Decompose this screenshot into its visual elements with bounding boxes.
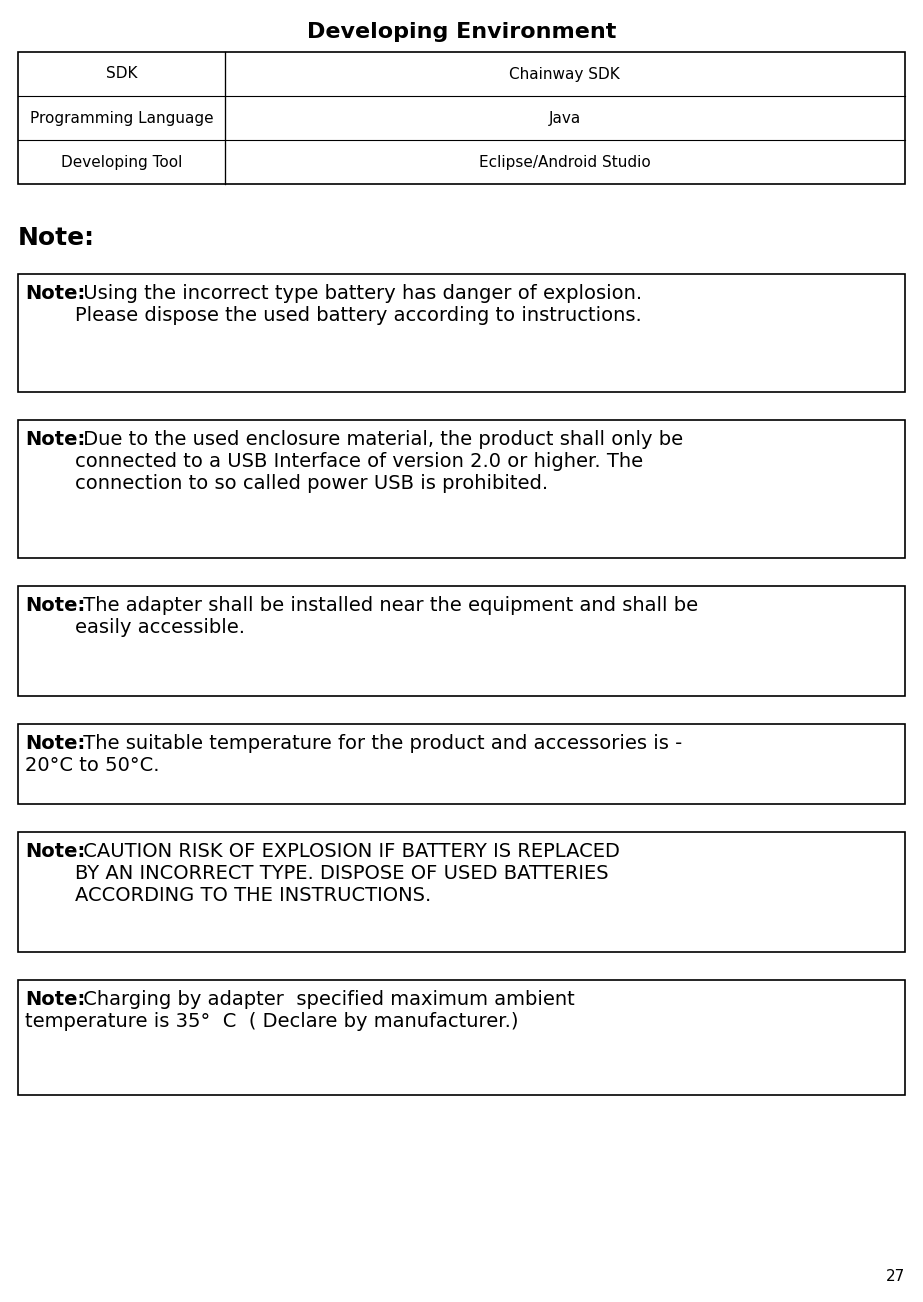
Text: 27: 27 (886, 1269, 905, 1284)
Bar (18, 832, 905, 952)
Text: Programming Language: Programming Language (30, 111, 213, 125)
Bar (18, 421, 905, 559)
Bar (18, 980, 905, 1095)
Bar (18, 273, 905, 392)
Bar (18, 52, 905, 184)
Text: Note:: Note: (18, 227, 95, 250)
Text: Note:: Note: (25, 284, 85, 303)
Bar (18, 724, 905, 805)
Text: 20°C to 50°C.: 20°C to 50°C. (25, 756, 160, 775)
Text: temperature is 35°  C  ( Declare by manufacturer.): temperature is 35° C ( Declare by manufa… (25, 1012, 519, 1031)
Text: Charging by adapter  specified maximum ambient: Charging by adapter specified maximum am… (77, 990, 575, 1009)
Text: Eclipse/Android Studio: Eclipse/Android Studio (479, 155, 651, 169)
Text: Developing Environment: Developing Environment (306, 22, 617, 42)
Text: Chainway SDK: Chainway SDK (509, 66, 620, 82)
Text: Note:: Note: (25, 734, 85, 753)
Text: BY AN INCORRECT TYPE. DISPOSE OF USED BATTERIES
        ACCORDING TO THE INSTRUC: BY AN INCORRECT TYPE. DISPOSE OF USED BA… (25, 865, 608, 905)
Text: Note:: Note: (25, 842, 85, 861)
Text: The suitable temperature for the product and accessories is -: The suitable temperature for the product… (77, 734, 682, 753)
Text: Java: Java (548, 111, 581, 125)
Text: Using the incorrect type battery has danger of explosion.: Using the incorrect type battery has dan… (77, 284, 642, 303)
Text: SDK: SDK (105, 66, 138, 82)
Text: connected to a USB Interface of version 2.0 or higher. The
        connection to: connected to a USB Interface of version … (25, 452, 643, 493)
Text: Developing Tool: Developing Tool (61, 155, 182, 169)
Text: The adapter shall be installed near the equipment and shall be: The adapter shall be installed near the … (77, 596, 698, 615)
Text: CAUTION RISK OF EXPLOSION IF BATTERY IS REPLACED: CAUTION RISK OF EXPLOSION IF BATTERY IS … (77, 842, 620, 861)
Bar (18, 586, 905, 697)
Text: Note:: Note: (25, 596, 85, 615)
Text: Note:: Note: (25, 990, 85, 1009)
Text: Please dispose the used battery according to instructions.: Please dispose the used battery accordin… (25, 306, 641, 326)
Text: Due to the used enclosure material, the product shall only be: Due to the used enclosure material, the … (77, 430, 683, 449)
Text: Note:: Note: (25, 430, 85, 449)
Text: easily accessible.: easily accessible. (25, 618, 245, 637)
